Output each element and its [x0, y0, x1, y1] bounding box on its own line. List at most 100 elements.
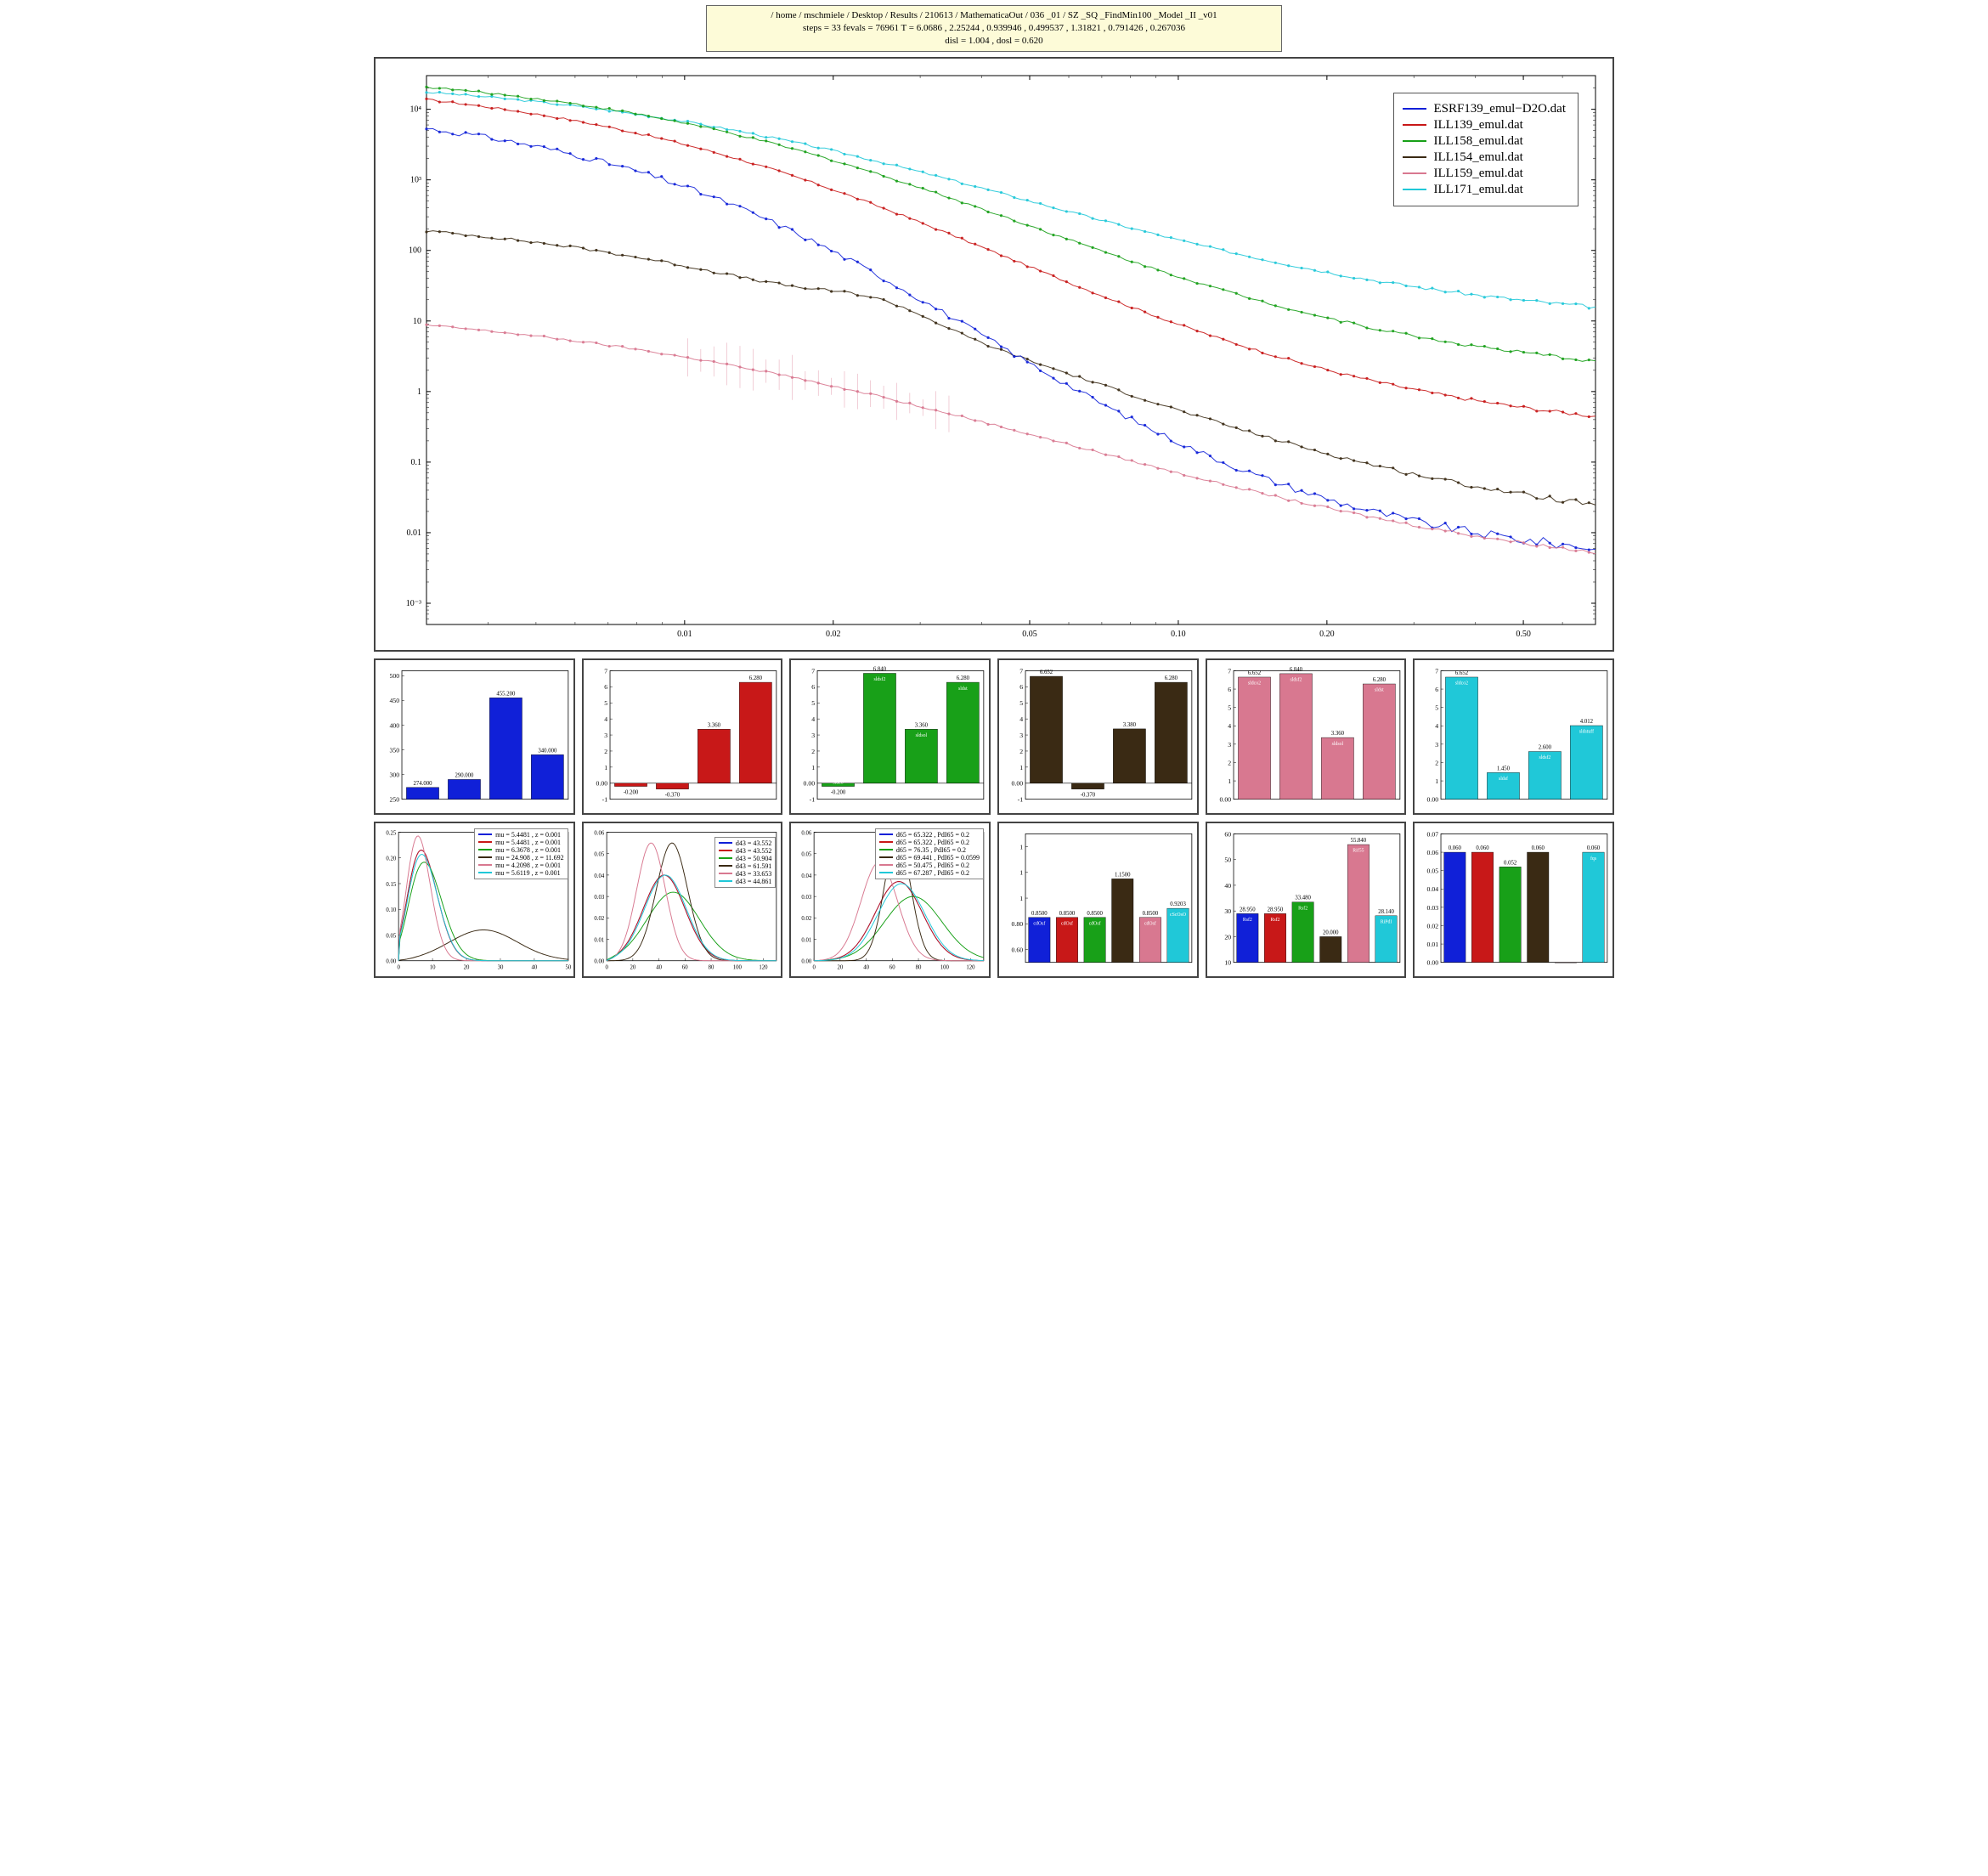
svg-text:sldst: sldst — [1375, 687, 1384, 692]
svg-text:0.00: 0.00 — [1427, 795, 1439, 803]
legend-item: d43 = 33.653 — [719, 870, 772, 878]
legend-item: mu = 6.3678 , z = 0.001 — [478, 846, 564, 854]
legend-swatch — [719, 857, 732, 859]
legend-swatch — [1403, 140, 1426, 142]
svg-text:0.8500: 0.8500 — [1087, 910, 1103, 916]
legend-swatch — [719, 873, 732, 874]
legend-item: d43 = 44.861 — [719, 878, 772, 885]
legend-swatch — [719, 850, 732, 851]
svg-text:0.00: 0.00 — [1012, 779, 1024, 787]
legend-swatch — [1403, 156, 1426, 158]
dist-panel: 0.000.050.100.150.200.2501020304050mu = … — [374, 822, 575, 978]
svg-text:3: 3 — [1436, 740, 1439, 748]
svg-text:sldst: sldst — [958, 686, 968, 691]
svg-text:400: 400 — [389, 721, 399, 729]
svg-text:455.200: 455.200 — [496, 691, 516, 697]
bar-panel: 0.0012345676.652sldco21.450sldsf2.600sld… — [1413, 658, 1614, 815]
svg-text:100: 100 — [409, 246, 421, 255]
svg-text:0.03: 0.03 — [1427, 903, 1439, 911]
bar-panel: 10203040506028.950Rsf228.950Rsf233.480Rs… — [1206, 822, 1407, 978]
svg-text:cdOsf: cdOsf — [1061, 920, 1073, 926]
svg-text:0.04: 0.04 — [802, 873, 812, 879]
svg-text:3.380: 3.380 — [1123, 722, 1137, 728]
svg-text:7: 7 — [812, 667, 816, 675]
svg-text:1: 1 — [1436, 777, 1439, 785]
svg-text:7: 7 — [1019, 667, 1023, 675]
legend-swatch — [719, 842, 732, 844]
legend-swatch — [879, 864, 893, 866]
legend-item: d65 = 65.322 , PdI65 = 0.2 — [879, 831, 980, 839]
svg-text:5: 5 — [1436, 704, 1439, 711]
svg-text:2.600: 2.600 — [1539, 744, 1552, 750]
svg-text:6: 6 — [1436, 685, 1439, 692]
svg-text:0.02: 0.02 — [802, 916, 812, 922]
svg-text:274.000: 274.000 — [414, 780, 433, 786]
svg-text:0.060: 0.060 — [1477, 845, 1490, 851]
svg-text:1: 1 — [1019, 843, 1023, 850]
panel-svg: -10.001234567-0.200-0.3703.3606.280 — [584, 660, 782, 813]
svg-text:0.01: 0.01 — [802, 937, 812, 943]
svg-text:30: 30 — [498, 964, 504, 970]
main-chart: 10⁻³0.010.111010010³10⁴0.010.020.050.100… — [374, 57, 1614, 652]
legend-label: ILL158_emul.dat — [1433, 134, 1522, 149]
svg-text:6.652: 6.652 — [1248, 670, 1262, 676]
svg-text:Rsf2: Rsf2 — [1270, 917, 1279, 923]
svg-text:30: 30 — [1224, 907, 1231, 915]
svg-text:6.280: 6.280 — [748, 675, 762, 681]
panel-legend: mu = 5.4481 , z = 0.001mu = 5.4481 , z =… — [474, 828, 568, 879]
svg-text:60: 60 — [1224, 830, 1231, 838]
svg-text:0.10: 0.10 — [1171, 630, 1186, 639]
svg-text:-1: -1 — [810, 795, 816, 803]
svg-text:300: 300 — [389, 771, 399, 778]
svg-text:cdOsf: cdOsf — [1144, 920, 1156, 926]
svg-text:0.05: 0.05 — [1022, 630, 1037, 639]
svg-text:3: 3 — [1228, 740, 1231, 748]
legend-label: ILL159_emul.dat — [1433, 167, 1522, 181]
legend-label: d65 = 69.441 , PdI65 = 0.0599 — [896, 854, 980, 862]
svg-text:33.480: 33.480 — [1295, 895, 1311, 901]
svg-text:0.80: 0.80 — [1012, 920, 1024, 928]
svg-text:80: 80 — [708, 964, 714, 970]
svg-text:50: 50 — [565, 964, 571, 970]
svg-text:7: 7 — [1436, 667, 1439, 675]
legend-item: d65 = 50.475 , PdI65 = 0.2 — [879, 862, 980, 869]
svg-text:fqs: fqs — [1590, 855, 1597, 861]
svg-text:6.280: 6.280 — [957, 675, 970, 681]
legend-label: d65 = 50.475 , PdI65 = 0.2 — [896, 862, 969, 869]
bar-panel: 0.0012345676.652sldco26.840sldsf23.360sl… — [1206, 658, 1407, 815]
legend-swatch — [1403, 189, 1426, 190]
svg-text:sldco: sldco — [833, 780, 844, 785]
svg-text:0.03: 0.03 — [802, 895, 812, 901]
svg-text:350: 350 — [389, 746, 399, 754]
panel-svg: 10203040506028.950Rsf228.950Rsf233.480Rs… — [1207, 823, 1405, 976]
svg-text:2: 2 — [604, 747, 607, 754]
svg-text:0.01: 0.01 — [677, 630, 692, 639]
svg-text:4: 4 — [1436, 722, 1439, 730]
legend-item: d65 = 69.441 , PdI65 = 0.0599 — [879, 854, 980, 862]
svg-text:0.50: 0.50 — [1516, 630, 1531, 639]
svg-text:40: 40 — [1224, 881, 1231, 889]
svg-text:4: 4 — [812, 715, 816, 723]
header-box: / home / mschmiele / Desktop / Results /… — [706, 5, 1282, 52]
svg-text:10⁴: 10⁴ — [410, 105, 422, 114]
panel-svg: -10.001234567-0.200sldco6.840sldsf23.360… — [791, 660, 989, 813]
legend-label: mu = 4.2098 , z = 0.001 — [495, 862, 561, 869]
svg-text:80: 80 — [916, 964, 922, 970]
svg-text:1: 1 — [1019, 868, 1023, 876]
svg-text:0.20: 0.20 — [1319, 630, 1335, 639]
panel-svg: 0.000.010.020.030.040.050.060.070.060 0.… — [1415, 823, 1612, 976]
svg-text:2: 2 — [812, 747, 816, 754]
svg-text:120: 120 — [759, 964, 768, 970]
svg-text:1: 1 — [1228, 777, 1231, 785]
legend-item: d43 = 50.904 — [719, 855, 772, 862]
legend-label: mu = 6.3678 , z = 0.001 — [495, 846, 561, 854]
svg-text:-0.370: -0.370 — [1081, 792, 1096, 798]
svg-text:28.950: 28.950 — [1267, 907, 1283, 913]
svg-text:6: 6 — [1019, 683, 1023, 691]
legend-label: mu = 24.908 , z = 11.692 — [495, 854, 564, 862]
svg-text:7: 7 — [1228, 667, 1231, 675]
svg-text:4: 4 — [1019, 715, 1023, 723]
svg-text:0.052: 0.052 — [1504, 860, 1517, 866]
legend-label: mu = 5.4481 , z = 0.001 — [495, 831, 561, 839]
legend-label: mu = 5.6119 , z = 0.001 — [495, 869, 561, 877]
